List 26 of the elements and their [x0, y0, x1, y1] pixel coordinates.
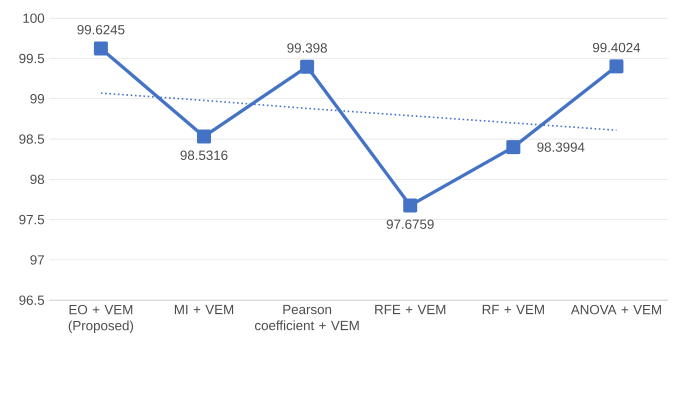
- y-tick-label: 98.5: [19, 134, 44, 144]
- x-tick-label: ANOVA + VEM: [570, 304, 661, 314]
- y-tick-label: 97: [30, 255, 44, 265]
- point: [94, 41, 108, 56]
- data-label: 99.398: [287, 43, 327, 53]
- y-tick-label: 99.5: [19, 54, 44, 64]
- data-label: 99.4024: [592, 42, 640, 52]
- y-tick-label: 99: [30, 94, 44, 104]
- point: [609, 59, 624, 74]
- data-label: 98.3994: [537, 142, 585, 152]
- y-tick-label: 97.5: [19, 214, 44, 224]
- point: [300, 60, 314, 74]
- y-tick-label: 98: [30, 174, 44, 184]
- data-label: 98.5316: [180, 150, 228, 160]
- data-label: 97.6759: [386, 220, 434, 229]
- point: [506, 140, 520, 154]
- point: [403, 198, 418, 212]
- point: [197, 130, 212, 144]
- x-tick-label: RFE + VEM: [375, 304, 446, 314]
- x-tick-label: EO + VEM (Proposed): [68, 304, 134, 333]
- data-label: 99.6245: [77, 24, 124, 34]
- y-tick-label: 100: [23, 13, 44, 23]
- y-tick-label: 96.5: [19, 295, 44, 305]
- x-tick-label: Pearson coefficient + VEM: [255, 304, 359, 330]
- x-tick-label: MI + VEM: [174, 304, 234, 314]
- x-tick-label: RF + VEM: [482, 304, 544, 314]
